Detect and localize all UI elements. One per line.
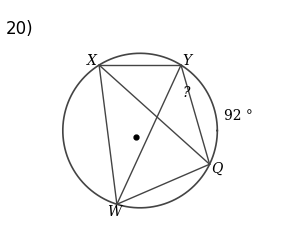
Text: 20): 20) bbox=[6, 20, 34, 38]
Text: Q: Q bbox=[211, 162, 222, 175]
Text: Y: Y bbox=[182, 53, 191, 67]
Text: ?: ? bbox=[183, 86, 190, 100]
Text: 92 °: 92 ° bbox=[224, 109, 252, 123]
Text: W: W bbox=[108, 204, 122, 218]
Text: X: X bbox=[87, 53, 97, 67]
